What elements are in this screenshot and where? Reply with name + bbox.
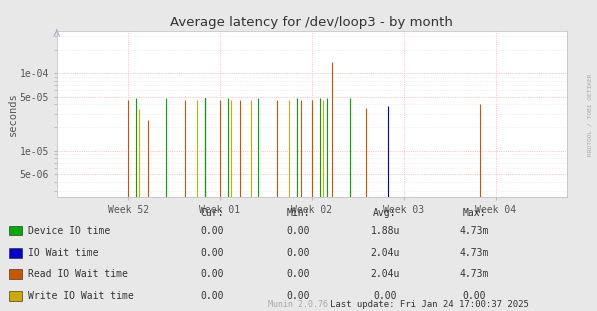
Text: 0.00: 0.00 bbox=[287, 269, 310, 279]
Text: 0.00: 0.00 bbox=[373, 291, 397, 301]
Text: 0.00: 0.00 bbox=[200, 269, 224, 279]
Text: Read IO Wait time: Read IO Wait time bbox=[28, 269, 128, 279]
Text: 0.00: 0.00 bbox=[200, 291, 224, 301]
Title: Average latency for /dev/loop3 - by month: Average latency for /dev/loop3 - by mont… bbox=[171, 16, 453, 29]
Text: 4.73m: 4.73m bbox=[460, 226, 490, 236]
Text: 4.73m: 4.73m bbox=[460, 269, 490, 279]
Text: Last update: Fri Jan 24 17:00:37 2025: Last update: Fri Jan 24 17:00:37 2025 bbox=[330, 300, 530, 309]
Text: Device IO time: Device IO time bbox=[28, 226, 110, 236]
Bar bbox=[9, 226, 22, 235]
Text: 2.04u: 2.04u bbox=[370, 248, 400, 258]
Bar bbox=[9, 269, 22, 279]
Text: 0.00: 0.00 bbox=[463, 291, 487, 301]
Text: Max:: Max: bbox=[463, 208, 487, 218]
Text: 0.00: 0.00 bbox=[287, 291, 310, 301]
Text: IO Wait time: IO Wait time bbox=[28, 248, 99, 258]
Text: RRDTOOL / TOBI OETIKER: RRDTOOL / TOBI OETIKER bbox=[588, 74, 593, 156]
Text: 0.00: 0.00 bbox=[287, 226, 310, 236]
Text: Min:: Min: bbox=[287, 208, 310, 218]
Text: 0.00: 0.00 bbox=[200, 226, 224, 236]
Bar bbox=[9, 291, 22, 301]
Text: Cur:: Cur: bbox=[200, 208, 224, 218]
Text: 0.00: 0.00 bbox=[287, 248, 310, 258]
Text: 4.73m: 4.73m bbox=[460, 248, 490, 258]
Text: 2.04u: 2.04u bbox=[370, 269, 400, 279]
Bar bbox=[9, 248, 22, 258]
Text: 1.88u: 1.88u bbox=[370, 226, 400, 236]
Y-axis label: seconds: seconds bbox=[8, 92, 19, 136]
Text: 0.00: 0.00 bbox=[200, 248, 224, 258]
Text: Write IO Wait time: Write IO Wait time bbox=[28, 291, 134, 301]
Text: Avg:: Avg: bbox=[373, 208, 397, 218]
Text: Munin 2.0.76: Munin 2.0.76 bbox=[269, 300, 328, 309]
